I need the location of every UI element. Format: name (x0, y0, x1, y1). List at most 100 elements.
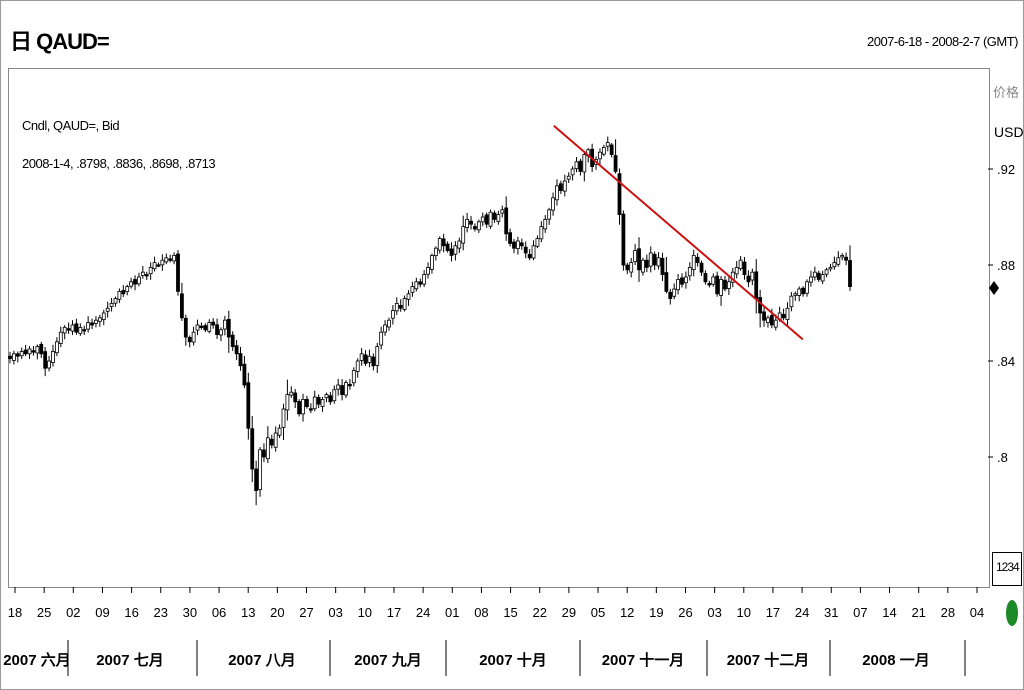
candle-body (707, 283, 712, 286)
candle-body (844, 256, 848, 261)
candle-body (648, 252, 653, 267)
candle-body (684, 276, 688, 284)
candle-body (285, 394, 290, 411)
candle-body (543, 218, 548, 230)
candle-body (613, 155, 618, 172)
candle-body (164, 257, 169, 263)
x-tick-label: 28 (941, 605, 955, 620)
candle-body (801, 287, 806, 295)
candle-body (363, 354, 368, 364)
x-tick-label: 19 (649, 605, 663, 620)
candle-body (180, 293, 184, 319)
candle-body (445, 243, 450, 251)
chart-title: 日 QAUD= (10, 29, 110, 54)
candle-body (101, 312, 106, 320)
candle-body (47, 360, 51, 369)
candle-body (699, 262, 704, 273)
legend-series-name: Cndl, QAUD=, Bid (22, 118, 120, 133)
candle-body (144, 274, 149, 277)
candle-body (535, 238, 540, 247)
candle-body (379, 331, 384, 346)
candle-body (23, 349, 28, 355)
candle-body (570, 168, 575, 176)
x-tick-label: 12 (620, 605, 634, 620)
candle-body (62, 326, 67, 334)
y-unit-currency: USD (994, 124, 1024, 140)
candle-body (742, 261, 747, 275)
x-tick-label: 16 (124, 605, 138, 620)
x-tick-label: 30 (183, 605, 197, 620)
candle-body (453, 245, 458, 255)
candle-body (199, 325, 204, 329)
candle-body (414, 281, 419, 290)
x-tick-label: 01 (445, 605, 459, 620)
candle-body (39, 343, 44, 355)
candle-body (320, 398, 325, 407)
candle-body (332, 389, 337, 402)
candle-body (383, 324, 387, 333)
month-label: 2007 十二月 (727, 651, 810, 669)
x-tick-label: 24 (795, 605, 809, 620)
x-tick-label: 23 (154, 605, 168, 620)
candle-body (137, 276, 141, 285)
x-tick-label: 03 (707, 605, 721, 620)
candle-body (824, 269, 829, 275)
y-tick-label: .84 (997, 354, 1015, 369)
candle-body (527, 254, 532, 259)
candle-body (676, 278, 680, 291)
candle-body (687, 266, 692, 277)
candle-body (281, 408, 286, 428)
candle-body (582, 154, 587, 173)
candle-body (367, 355, 372, 363)
candle-body (473, 226, 477, 230)
month-label: 2007 八月 (228, 652, 296, 669)
candle-body (262, 449, 266, 458)
candle-body (172, 254, 176, 262)
candle-body (601, 146, 606, 155)
candle-body (781, 313, 786, 319)
candle-body (15, 353, 20, 357)
candle-body (156, 264, 161, 267)
candle-body (805, 281, 809, 294)
candle-body (500, 209, 505, 214)
x-tick-label: 08 (474, 605, 488, 620)
candle-body (726, 281, 731, 289)
candle-body (422, 274, 427, 285)
candle-body (113, 298, 118, 304)
candle-body (516, 240, 520, 249)
date-range: 2007-6-18 - 2008-2-7 (GMT) (866, 34, 1019, 49)
candle-body (496, 214, 501, 222)
candle-body (51, 350, 55, 363)
candle-body (226, 318, 231, 338)
plot-area[interactable] (8, 68, 990, 588)
x-tick-label: 17 (387, 605, 401, 620)
candle-body (816, 272, 821, 280)
candle-body (125, 286, 130, 293)
x-tick-label: 17 (766, 605, 780, 620)
candle-body (512, 241, 516, 249)
scale-label: 1234 (996, 560, 1020, 574)
candle-body (418, 281, 423, 285)
candle-body (230, 334, 235, 348)
candle-body (469, 220, 473, 225)
candle-body (465, 218, 470, 228)
x-tick-label: 03 (328, 605, 342, 620)
candle-body (531, 245, 536, 259)
candle-body (86, 322, 91, 330)
candle-body (176, 253, 180, 292)
candle-body (406, 293, 411, 300)
candle-body (449, 248, 454, 256)
month-label: 2007 七月 (96, 652, 164, 669)
candle-body (695, 256, 700, 263)
candle-body (840, 254, 845, 258)
candle-body (672, 288, 677, 297)
candle-body (348, 383, 352, 387)
candle-body (301, 398, 305, 415)
candle-body (129, 281, 134, 287)
scale-button[interactable] (992, 552, 1022, 586)
candle-body (547, 209, 552, 220)
candle-body (316, 397, 321, 405)
candle-body (734, 266, 739, 275)
candle-body (105, 307, 110, 312)
diamond-marker-icon[interactable] (989, 281, 999, 295)
